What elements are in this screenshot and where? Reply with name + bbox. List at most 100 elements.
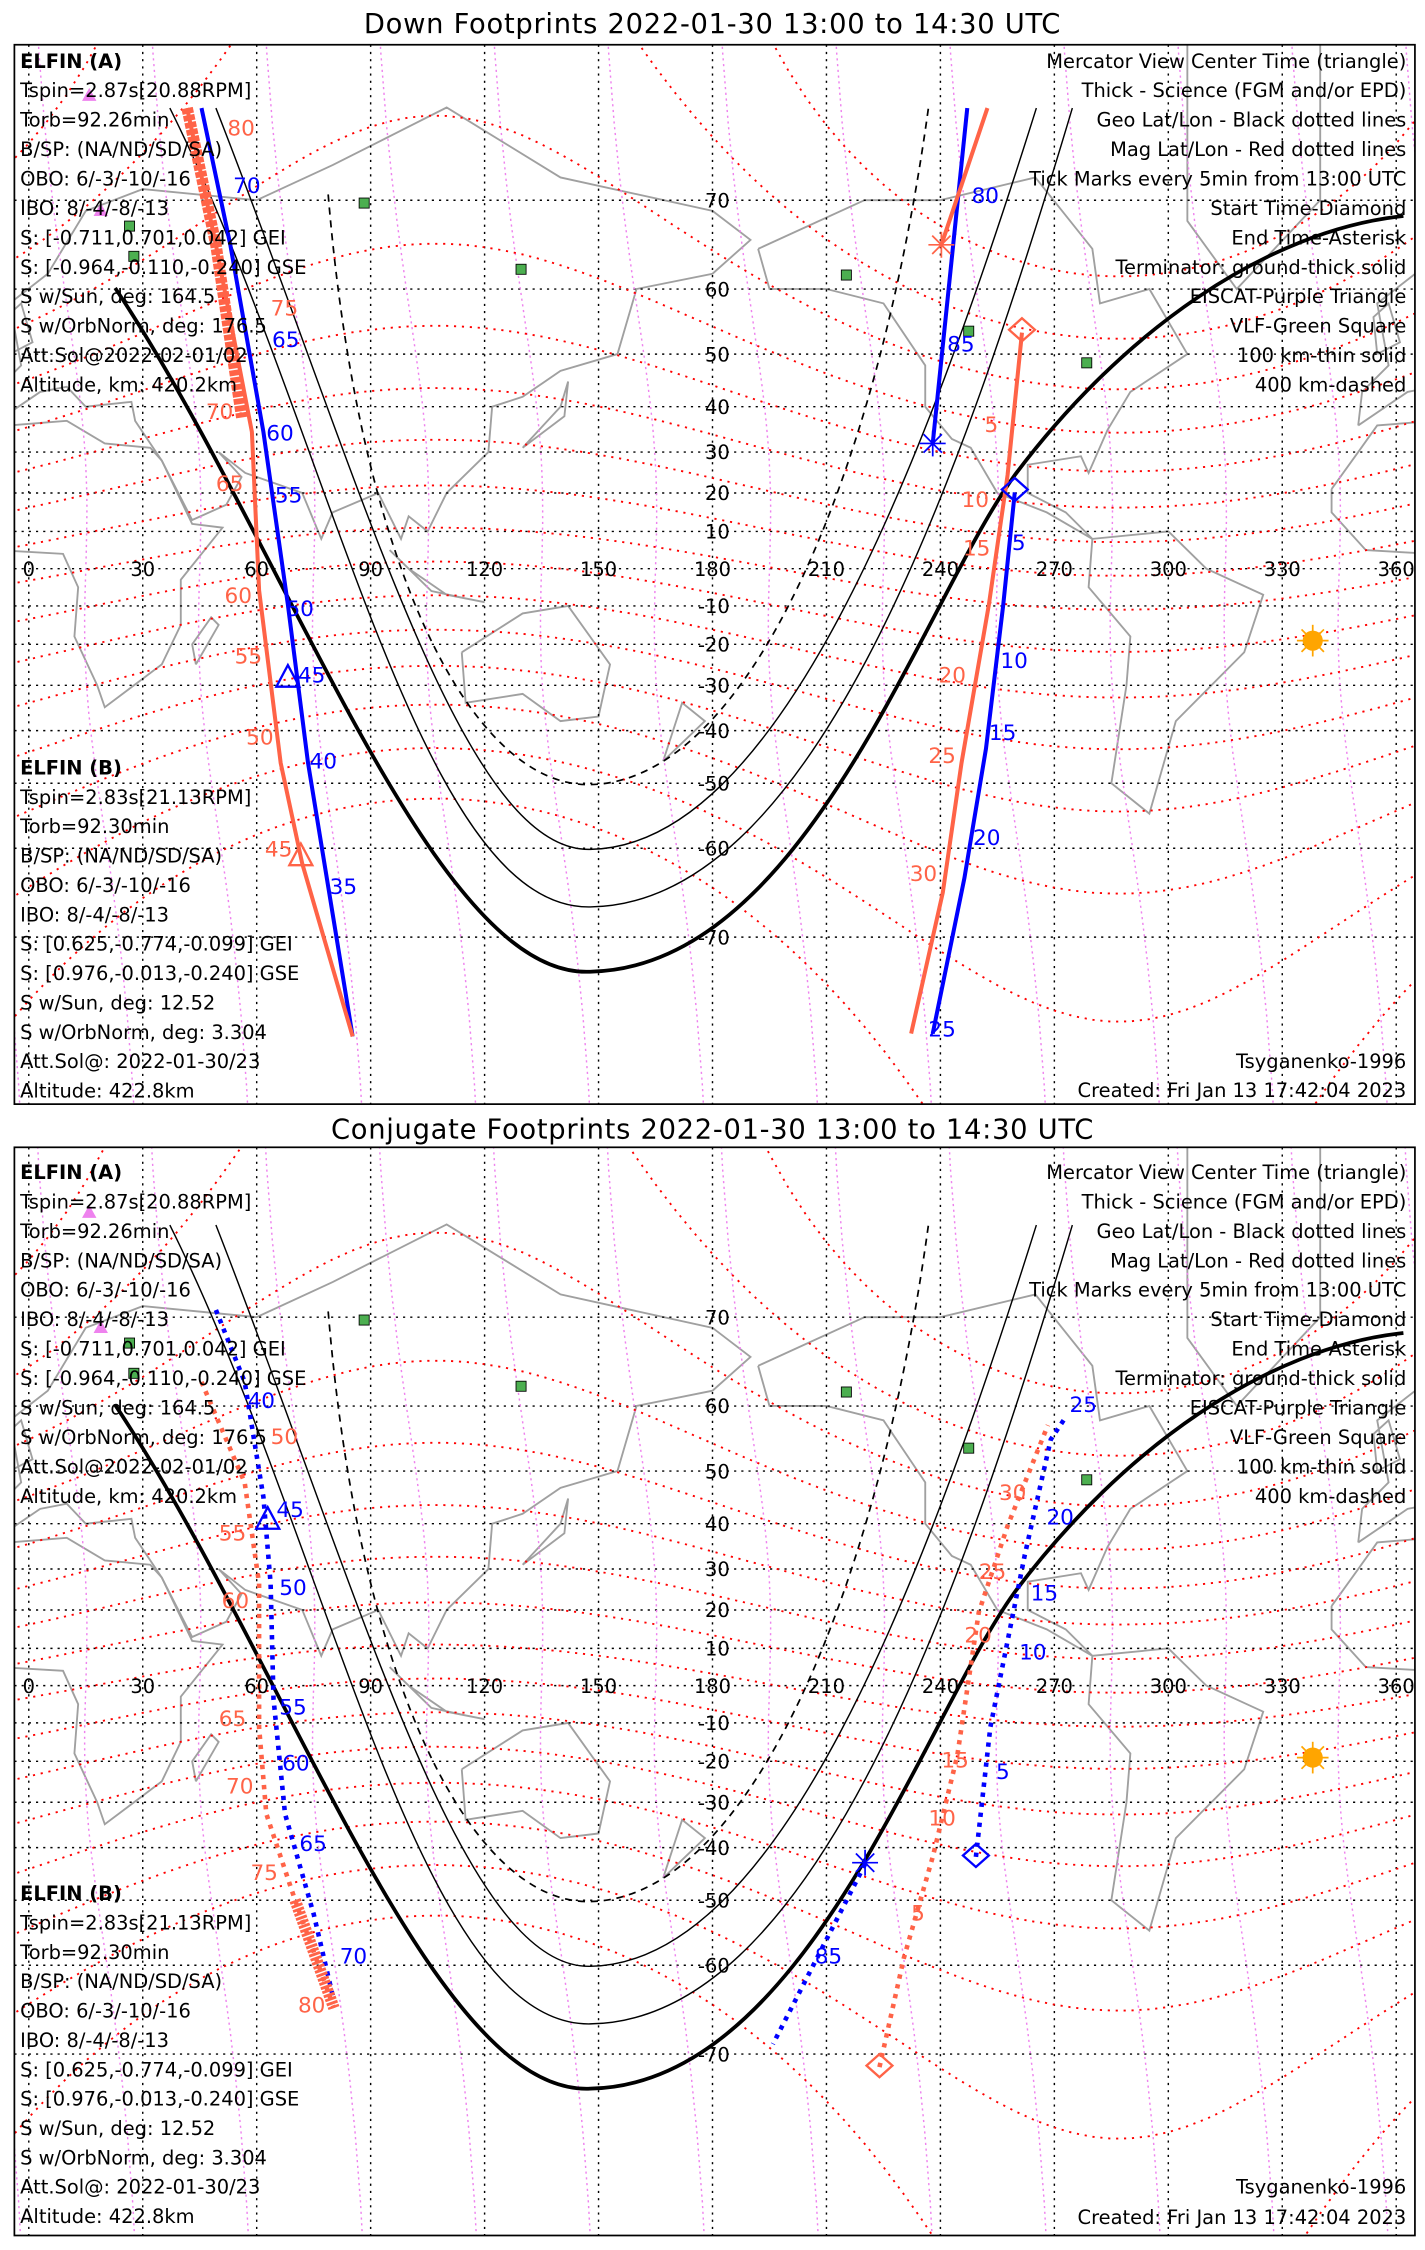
coastline-britain: [14, 1418, 34, 1470]
tick-label-elfin_b: 5: [911, 1901, 925, 1926]
elfin-b-info-line: S w/Sun, deg: 12.52: [20, 991, 215, 1014]
coastline-japan: [521, 1498, 570, 1566]
elfin-a-info-line: OBO: 6/-3/-10/-16: [20, 1279, 191, 1302]
mag-lat-line: [14, 1914, 1415, 2236]
tick-label-elfin_a: 85: [947, 332, 974, 357]
start-time-diamond: [961, 1842, 991, 1869]
track-elfin_b-b_right: [909, 332, 1024, 1035]
mag-lon-line: [151, 44, 249, 1105]
vlf-station-square: [963, 1442, 975, 1454]
elfin-a-info-line: S w/Sun, deg: 164.5: [20, 285, 215, 308]
tick-label-elfin_b: 70: [226, 1775, 253, 1800]
panel-frame: [13, 43, 1416, 1105]
lon-tick-label: 240: [922, 558, 959, 581]
terminator-ground-curve: [113, 214, 1404, 974]
terminator-curves: [113, 107, 1404, 974]
mag-lat-line: [14, 1677, 1415, 1770]
track-elfin_a-a_right_top: [930, 107, 970, 444]
legend-line: Geo Lat/Lon - Black dotted lines: [1097, 109, 1407, 132]
elfin-b-info-line: Torb=92.30min: [19, 815, 169, 838]
elfin-b-info-line: S: [0.976,-0.013,-0.240] GSE: [20, 2088, 299, 2111]
vlf-station-square: [515, 1380, 527, 1392]
vlf-station-square: [963, 325, 975, 337]
lat-tick-label: 40: [705, 396, 730, 419]
created-timestamp: Created: Fri Jan 13 17:42:04 2023: [1078, 2206, 1407, 2229]
mag-lon-line: [37, 44, 135, 1105]
mag-lat-line: [14, 324, 1415, 473]
tick-label-elfin_a: 55: [279, 1695, 306, 1720]
mag-lon-line: [721, 44, 819, 1105]
elfin-a-info-line: IBO: 8/-4/-8/-13: [20, 197, 169, 220]
tick-label-elfin_a: 65: [272, 328, 299, 353]
end-time-asterisk: [919, 430, 946, 457]
elfin-b-info-line: B/SP: (NA/ND/SD/SA): [20, 1970, 222, 1993]
asterisk-stroke: [931, 235, 952, 255]
tick-label-elfin_b: 50: [271, 1425, 298, 1450]
mag-lon-line: [606, 1147, 705, 2236]
legend-line: Terminator: ground-thick solid: [1114, 256, 1406, 279]
elfin-a-info-line: Tspin=2.87s[20.88RPM]: [19, 1190, 251, 1213]
center-time-triangle: [274, 662, 302, 688]
vlf-station-square: [124, 220, 136, 232]
lon-tick-label: 60: [244, 558, 269, 581]
tick-label-elfin_a: 15: [1031, 1582, 1058, 1607]
mag-lat-line: [14, 1441, 1415, 1590]
mag-lon-lines: [14, 44, 1415, 1105]
lat-tick-label: -30: [698, 1791, 730, 1814]
tick-label-elfin_b: 20: [964, 1623, 991, 1648]
start-time-diamond: [1007, 316, 1037, 343]
elfin-b-heading: ELFIN (B): [20, 1882, 122, 1905]
lat-tick-label: -20: [698, 1751, 730, 1774]
tick-label-elfin_a: 10: [1000, 649, 1027, 674]
legend-line: VLF-Green Square: [1230, 1426, 1406, 1449]
tick-label-elfin_a: 50: [279, 1576, 306, 1601]
vlf-station-square: [358, 197, 370, 209]
legend-line: Start Time-Diamond: [1210, 197, 1406, 220]
tick-label-elfin_a: 85: [815, 1944, 842, 1969]
mag-lon-line: [1290, 1147, 1389, 2236]
coastline-greenland: [1186, 1147, 1322, 1408]
end-time-asterisk: [852, 1849, 879, 1876]
lat-tick-label: 10: [705, 521, 730, 544]
legend-line: Tick Marks every 5min from 13:00 UTC: [1028, 1279, 1406, 1302]
elfin-a-info-line: S w/Sun, deg: 164.5: [20, 1396, 215, 1419]
legend-line: 400 km-dashed: [1255, 1485, 1406, 1508]
tick-label-elfin_a: 45: [276, 1498, 303, 1523]
coastline-australia: [460, 604, 612, 723]
lon-tick-label: 270: [1036, 558, 1073, 581]
lon-tick-label: 180: [694, 558, 731, 581]
eiscat-station-triangle: [93, 1320, 108, 1333]
vlf-station-square: [840, 269, 852, 281]
terminator-ground-curve: [113, 1331, 1404, 2091]
tick-label-elfin_b: 80: [227, 116, 254, 141]
tick-label-elfin_a: 60: [266, 422, 293, 447]
tick-label-elfin_a: 80: [972, 184, 999, 209]
lat-tick-label: 50: [705, 343, 730, 366]
mag-lat-line: [14, 1864, 1415, 2140]
coastline-britain: [14, 301, 34, 353]
elfin-b-info-line: IBO: 8/-4/-8/-13: [20, 903, 169, 926]
sun-icon: [1296, 1741, 1329, 1774]
start-time-diamond: [864, 2052, 895, 2079]
coastline-australia: [460, 1721, 612, 1840]
asterisk-stroke: [855, 1852, 875, 1873]
mag-lat-line: [14, 1359, 1415, 1551]
lat-tick-label: 30: [705, 441, 730, 464]
tick-label-elfin_b: 50: [246, 725, 273, 750]
field-model-label: Tsyganenko-1996: [1235, 2176, 1406, 2199]
elfin-b-info-line: Torb=92.30min: [19, 1941, 169, 1964]
mag-lat-line: [14, 797, 1415, 1105]
mag-lat-line: [14, 747, 1415, 1023]
mag-lon-line: [1063, 44, 1160, 1105]
mag-lat-line: [14, 560, 1415, 653]
elfin-b-heading: ELFIN (B): [20, 757, 122, 780]
elfin-a-info-line: B/SP: (NA/ND/SD/SA): [20, 1249, 222, 1272]
map-area: 4045505560657050556065707580855101520255…: [14, 1147, 1415, 2236]
elfin-b-info-line: Att.Sol@: 2022-01-30/23: [20, 1050, 260, 1073]
elfin-a-info-line: Torb=92.26min: [19, 109, 169, 132]
elfin-a-info-line: S w/OrbNorm, deg: 176.5: [20, 315, 267, 338]
legend-line: Thick - Science (FGM and/or EPD): [1081, 79, 1407, 102]
tick-label-elfin_a: 25: [928, 1017, 955, 1042]
elfin-a-heading: ELFIN (A): [20, 50, 122, 73]
tick-label-elfin_b: 45: [265, 838, 292, 863]
